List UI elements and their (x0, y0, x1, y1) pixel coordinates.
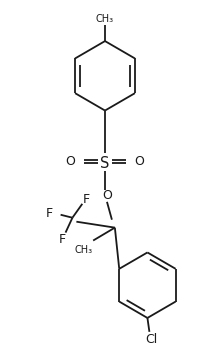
Text: F: F (46, 207, 53, 220)
Text: CH₃: CH₃ (96, 14, 114, 24)
Text: F: F (83, 193, 90, 206)
Text: Cl: Cl (145, 333, 158, 346)
Text: CH₃: CH₃ (74, 245, 92, 256)
Text: O: O (66, 155, 75, 168)
Text: O: O (135, 155, 144, 168)
Text: S: S (100, 156, 110, 171)
Text: O: O (102, 189, 112, 202)
Text: F: F (59, 233, 66, 246)
